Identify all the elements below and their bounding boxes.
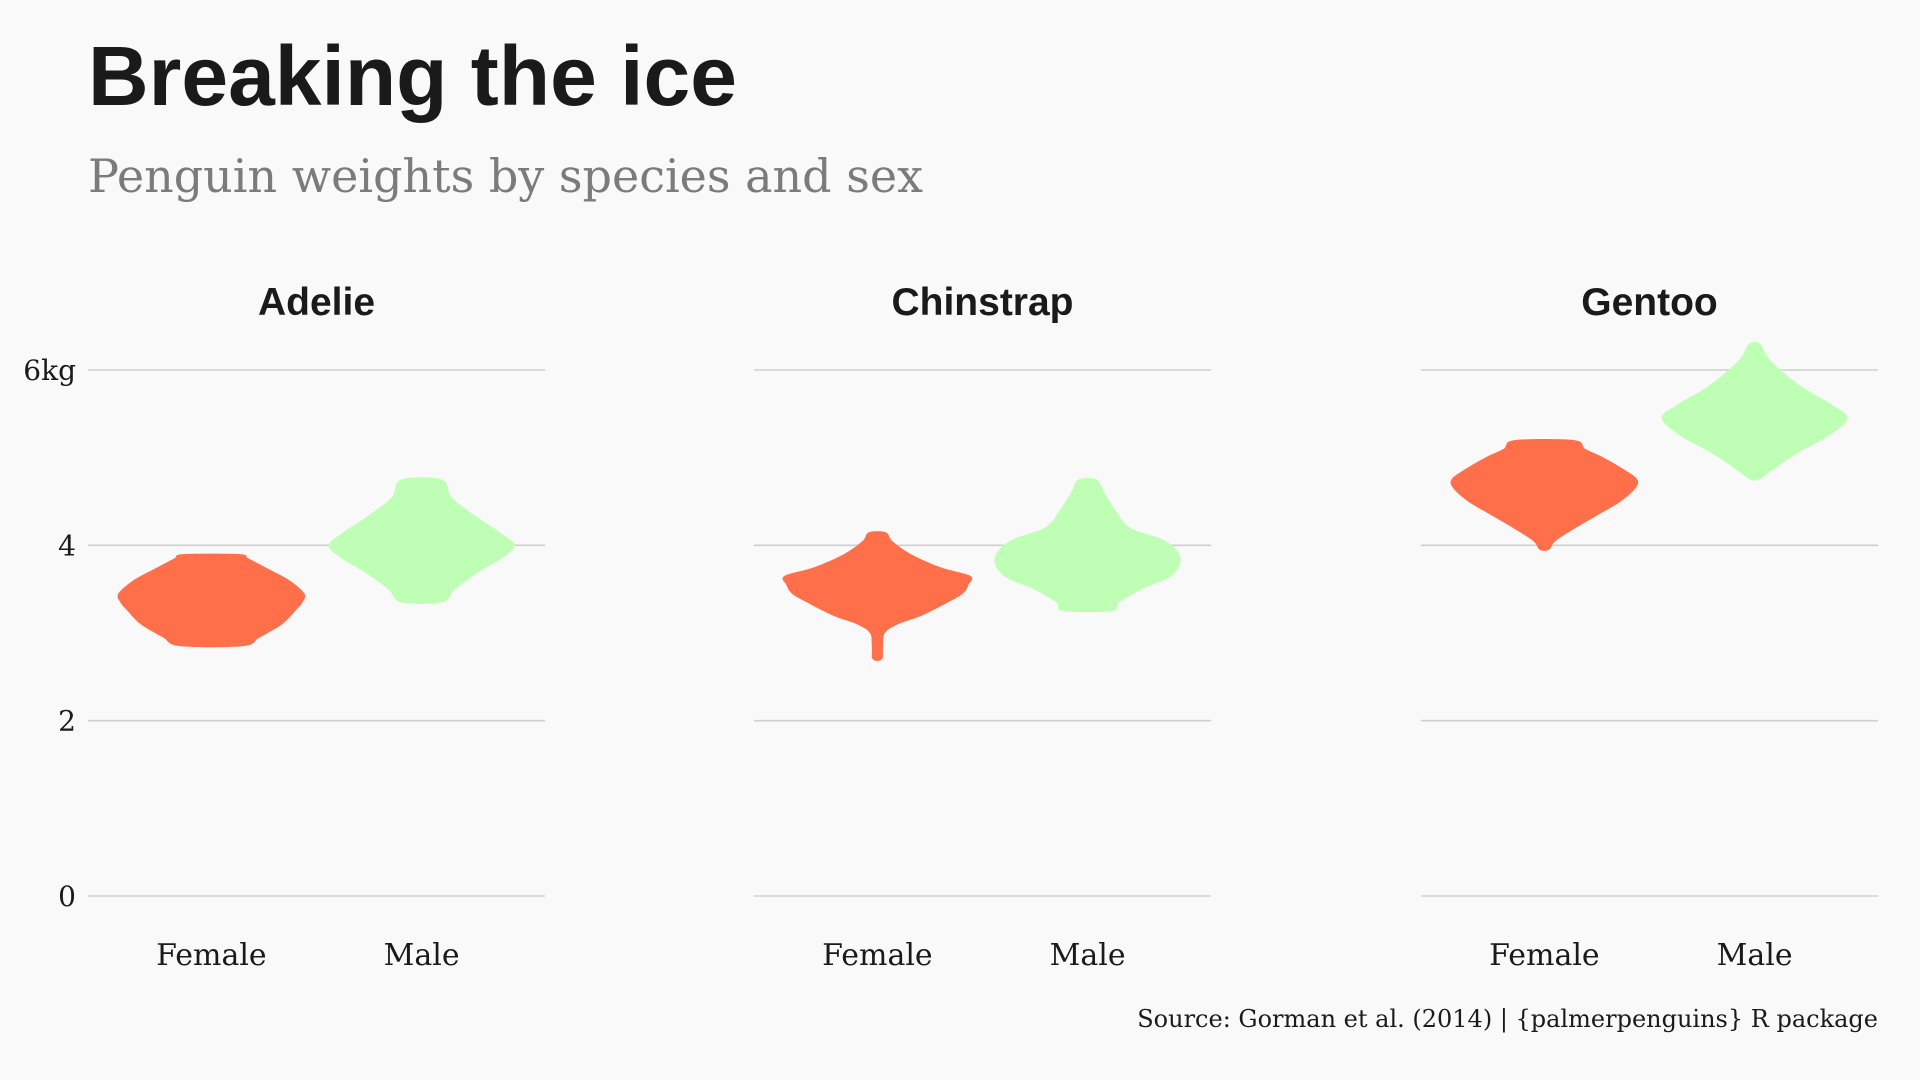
facet-chinstrap: Chinstrap Female Male bbox=[754, 281, 1211, 973]
x-tick-label: Male bbox=[384, 938, 460, 973]
facet-title: Chinstrap bbox=[891, 281, 1073, 324]
violin-female bbox=[782, 531, 973, 661]
y-tick-label: 2 bbox=[58, 705, 76, 738]
y-tick-label: 6kg bbox=[23, 354, 76, 387]
y-tick-label: 4 bbox=[58, 529, 76, 562]
chart-title: Breaking the ice bbox=[88, 29, 737, 123]
facet-title: Adelie bbox=[258, 281, 375, 324]
violin-male bbox=[1661, 342, 1848, 481]
x-tick-label: Female bbox=[1489, 938, 1600, 973]
x-tick-label: Female bbox=[156, 938, 267, 973]
source-caption: Source: Gorman et al. (2014) | {palmerpe… bbox=[1137, 1005, 1878, 1033]
x-tick-label: Male bbox=[1717, 938, 1793, 973]
x-tick-label: Male bbox=[1050, 938, 1126, 973]
violin-female bbox=[117, 553, 306, 648]
facet-title: Gentoo bbox=[1581, 281, 1717, 324]
facet-gentoo: Gentoo Female Male bbox=[1421, 281, 1878, 973]
y-tick-label: 0 bbox=[58, 880, 76, 913]
x-tick-label: Female bbox=[822, 938, 933, 973]
violin-female bbox=[1450, 439, 1639, 551]
chart-subtitle: Penguin weights by species and sex bbox=[88, 149, 924, 203]
facet-adelie: Adelie Female Male bbox=[88, 281, 545, 973]
violin-male bbox=[328, 477, 515, 604]
violin-male bbox=[994, 477, 1181, 613]
